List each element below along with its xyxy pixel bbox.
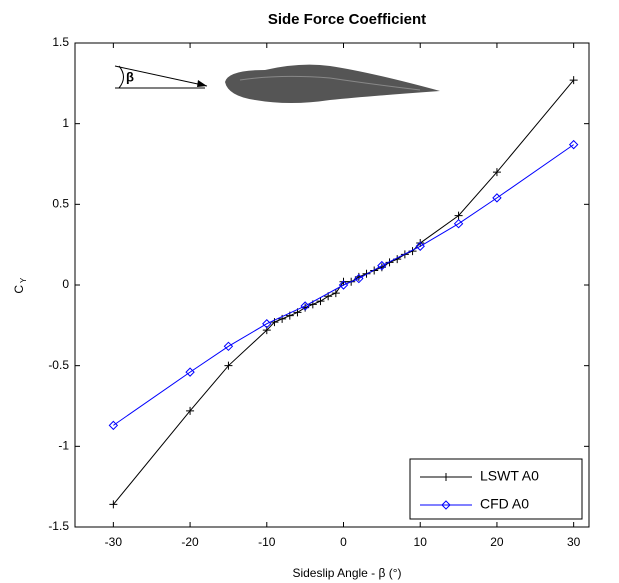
legend-box [409,458,583,520]
marker [262,319,272,329]
series-line [113,144,574,426]
marker [224,361,233,370]
chart-title: Side Force Coefficient [268,11,426,28]
marker [108,420,119,431]
marker [316,297,325,306]
inset-arrow [114,65,208,87]
marker [331,289,340,298]
marker [492,193,502,203]
marker [492,168,501,177]
inset-aircraft [225,64,440,103]
x-tick-label: -20 [181,535,199,549]
marker [270,318,279,327]
marker [338,280,349,290]
x-tick-label: 0 [340,535,347,549]
y-tick-label: -0.5 [48,358,69,372]
inset-arc [118,65,124,89]
y-tick-label: 0 [62,277,69,291]
y-tick-label: 1.5 [52,35,69,49]
y-tick-label: 1 [62,116,69,130]
inset-arrowhead [197,80,207,87]
legend: LSWT A0 CFD A0 [409,458,583,520]
marker [415,241,425,251]
marker [377,260,387,271]
marker [339,277,348,286]
legend-marker [442,473,450,481]
marker [453,218,464,229]
marker [385,258,394,267]
y-tick-label: -1 [58,439,69,453]
marker [109,500,118,509]
y-axis-label-sub: Y [19,277,28,283]
series-line [112,79,575,505]
x-tick-label: -10 [258,535,276,549]
legend-label: LSWT A0 [480,468,539,484]
x-tick-label: 10 [414,535,428,549]
x-tick-label: 30 [567,535,581,549]
y-axis-label-main: C [12,285,26,294]
legend-marker [441,500,451,510]
inset: β [114,64,440,103]
marker [223,341,234,352]
marker [568,139,579,150]
marker [186,406,195,415]
x-tick-label: 20 [490,535,504,549]
inset-label: β [126,69,134,84]
y-tick-label: -1.5 [48,519,69,533]
x-tick-label: -30 [105,535,123,549]
x-axis-label: Sideslip Angle - β (°) [292,566,401,580]
marker [185,367,195,377]
inset-aircraft-detail [239,75,421,91]
y-axis-label: C Y [12,277,28,294]
y-tick-label: 0.5 [52,197,69,211]
marker [454,211,463,220]
marker [300,301,310,311]
marker [354,273,364,284]
legend-label: CFD A0 [480,496,529,512]
marker [569,76,578,85]
plot-area [74,42,590,528]
